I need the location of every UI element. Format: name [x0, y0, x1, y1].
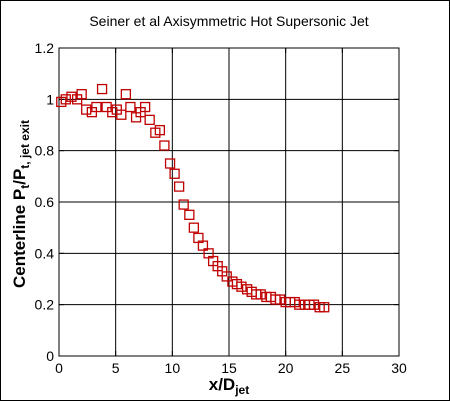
data-point — [169, 168, 180, 179]
plot-area — [58, 47, 400, 357]
data-point — [188, 222, 200, 233]
x-axis-title-sub: jet — [234, 383, 249, 397]
y-axis-title-main: Centerline P — [10, 189, 29, 288]
x-tick-label: 15 — [221, 360, 237, 376]
y-tick-label: 0 — [46, 348, 54, 364]
tick-labels: 0 5 10 15 20 25 30 0 0.2 0.4 0.6 0.8 1 1.2 — [35, 40, 407, 376]
data-point — [184, 209, 195, 220]
data-point — [319, 302, 330, 313]
y-tick-label: 0.6 — [35, 194, 55, 210]
data-point — [159, 140, 170, 151]
data-point — [154, 124, 166, 136]
x-axis-title: x/Djet — [209, 375, 249, 397]
grid-lines — [58, 47, 400, 357]
x-tick-label: 30 — [391, 360, 407, 376]
x-axis-title-main: x/D — [209, 375, 235, 394]
y-axis-title: Centerline Pt/Pt, jet exit — [10, 120, 32, 288]
y-tick-label: 0.4 — [35, 245, 55, 261]
data-point — [144, 114, 155, 126]
data-point — [76, 89, 87, 100]
data-point — [294, 299, 305, 310]
data-point — [178, 199, 189, 210]
data-point — [60, 94, 71, 105]
x-tick-label: 20 — [278, 360, 294, 376]
y-tick-label: 1 — [46, 91, 54, 107]
x-tick-label: 0 — [55, 360, 63, 376]
x-tick-label: 5 — [112, 360, 120, 376]
data-point — [66, 91, 77, 102]
data-point — [274, 294, 286, 305]
x-tick-label: 10 — [165, 360, 181, 376]
data-point — [116, 109, 127, 120]
data-point — [255, 289, 266, 300]
data-point — [236, 281, 247, 292]
y-tick-label: 1.2 — [35, 40, 55, 56]
data-point — [139, 101, 151, 113]
data-point — [164, 158, 176, 169]
data-point — [96, 83, 108, 95]
x-tick-label: 25 — [335, 360, 351, 376]
data-point — [91, 101, 102, 113]
y-axis-title-sub2: t, jet exit — [18, 120, 32, 169]
data-points — [56, 83, 330, 313]
y-axis-title-mid: /P — [10, 169, 29, 185]
data-point — [197, 240, 209, 251]
y-tick-label: 0.2 — [35, 297, 55, 313]
data-point — [308, 299, 320, 310]
y-axis-title-sub1: t — [18, 185, 32, 189]
data-point — [173, 181, 185, 192]
data-point — [120, 89, 132, 100]
data-point — [81, 104, 92, 115]
chart-title: Seiner et al Axisymmetric Hot Supersonic… — [89, 13, 368, 29]
y-tick-label: 0.8 — [35, 143, 55, 159]
data-point — [125, 101, 136, 113]
